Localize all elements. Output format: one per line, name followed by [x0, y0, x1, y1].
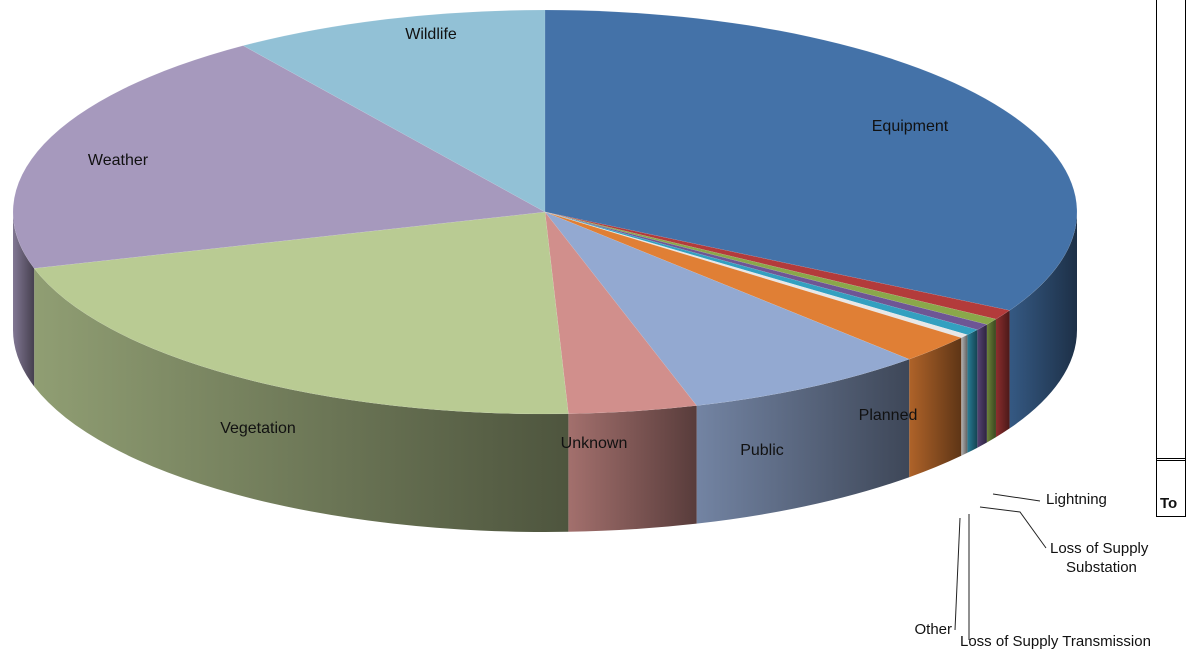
pie-side-3 [977, 324, 987, 448]
pie-side-9 [34, 268, 569, 532]
pie-side-0 [1009, 212, 1077, 429]
pie-side-7 [696, 359, 910, 524]
pie-side-6 [909, 337, 962, 478]
slice-label-7: Public [740, 442, 784, 459]
pie-sides [13, 212, 1077, 532]
callout-label-4: Loss of Supply Transmission [960, 633, 1151, 650]
pie-side-1 [995, 310, 1010, 438]
pie-side-2 [986, 319, 996, 443]
pie-slice-1 [544, 211, 1011, 320]
callout-label-2: Lightning [1046, 491, 1107, 508]
slice-label-8: Unknown [561, 435, 628, 452]
callout-label-5: Other [914, 621, 952, 638]
pie-slice-5 [544, 211, 969, 339]
pie-slice-10 [12, 45, 546, 269]
pie-side-5 [961, 334, 968, 456]
slice-label-10: Weather [88, 152, 149, 169]
callout-label-3: Loss of Supply Substation [1050, 540, 1149, 576]
pie-slice-2 [544, 211, 997, 325]
pie-side-10 [13, 212, 35, 387]
table-total-label: To [1160, 495, 1178, 512]
slice-label-11: Wildlife [405, 26, 457, 43]
leader-line-3 [979, 506, 1047, 549]
leader-line-5 [954, 517, 961, 631]
pie-slice-3 [544, 211, 988, 330]
pie-slice-11 [242, 9, 546, 213]
table-double-rule [1157, 458, 1185, 461]
pie-side-8 [568, 405, 697, 532]
leader-line-2 [992, 493, 1041, 502]
pie-labels: Equipment Planned Public Unknown Vegetation W… [88, 26, 1151, 650]
slice-label-6: Planned [859, 407, 918, 424]
data-table-fragment: To [1156, 0, 1186, 517]
pie-slice-8 [544, 211, 698, 415]
pie-side-4 [967, 329, 978, 453]
pie-slice-4 [544, 211, 979, 336]
pie-tops [12, 9, 1078, 415]
pie-slice-6 [544, 211, 962, 360]
pie-slice-9 [33, 211, 569, 415]
pie-slice-7 [544, 211, 910, 406]
slice-label-9: Vegetation [220, 420, 296, 437]
pie-slice-0 [544, 9, 1078, 311]
slice-label-0: Equipment [872, 118, 949, 135]
